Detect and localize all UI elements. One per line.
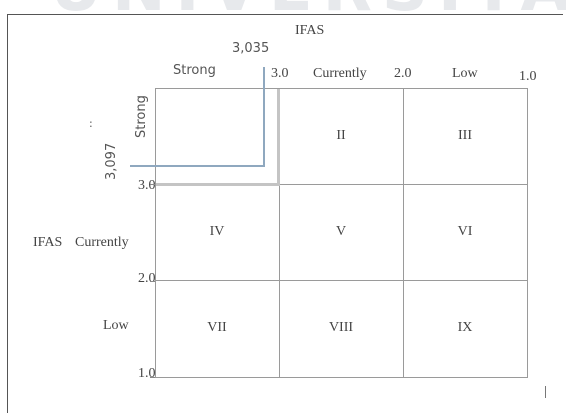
grid-line-h1: [155, 184, 528, 185]
corner-mark: [545, 386, 546, 398]
grid-line-h3: [155, 377, 528, 378]
grid-line-h0: [155, 88, 528, 89]
grid-line-v1: [279, 88, 280, 378]
left-axis-value-3: 3.0: [138, 178, 156, 193]
left-axis-value-2: 2.0: [138, 271, 156, 286]
top-axis-strong-label: Strong: [173, 63, 216, 78]
top-axis-value-1: 1.0: [519, 69, 537, 84]
left-axis-low-label: Low: [103, 318, 129, 333]
top-axis-currently-label: Currently: [313, 66, 367, 81]
left-axis-strong-label: Strong: [134, 95, 149, 138]
marker-y-value: 3,097: [104, 142, 119, 180]
cell-iii: III: [458, 128, 472, 143]
watermark: UNIVERSITAS: [50, 0, 566, 22]
left-axis-tick-1: [150, 377, 156, 378]
cell-vi: VI: [457, 224, 473, 239]
top-axis-value-2: 2.0: [394, 66, 412, 81]
left-axis-title: IFAS: [33, 235, 63, 250]
cell-ii: II: [336, 128, 346, 143]
cell-i: [155, 88, 279, 184]
grid-line-v0: [155, 88, 156, 378]
left-axis-tick-3: [150, 184, 156, 185]
marker-horizontal-line: [130, 165, 265, 167]
grid-line-v2: [403, 88, 404, 378]
cell-i-shade-right: [277, 89, 280, 185]
cell-v: V: [335, 224, 347, 239]
left-axis-value-1: 1.0: [138, 366, 156, 381]
grid-line-h2: [155, 280, 528, 281]
ifas-matrix-grid: II III IV V VI VII VIII IX: [155, 88, 528, 378]
cell-viii: VIII: [328, 320, 354, 335]
marker-x-value: 3,035: [232, 41, 270, 56]
marker-colon: :: [89, 117, 93, 130]
marker-vertical-line: [263, 67, 265, 166]
figure-frame: [7, 14, 563, 413]
cell-i-shade-bottom: [156, 183, 280, 186]
top-axis-low-label: Low: [452, 66, 478, 81]
grid-line-v3: [527, 88, 528, 378]
cell-vii: VII: [207, 320, 227, 335]
top-axis-value-3: 3.0: [271, 66, 289, 81]
left-axis-tick-2: [150, 281, 156, 282]
cell-iv: IV: [209, 224, 225, 239]
left-axis-currently-label: Currently: [75, 235, 129, 250]
cell-ix: IX: [457, 320, 473, 335]
top-axis-title: IFAS: [295, 23, 325, 38]
